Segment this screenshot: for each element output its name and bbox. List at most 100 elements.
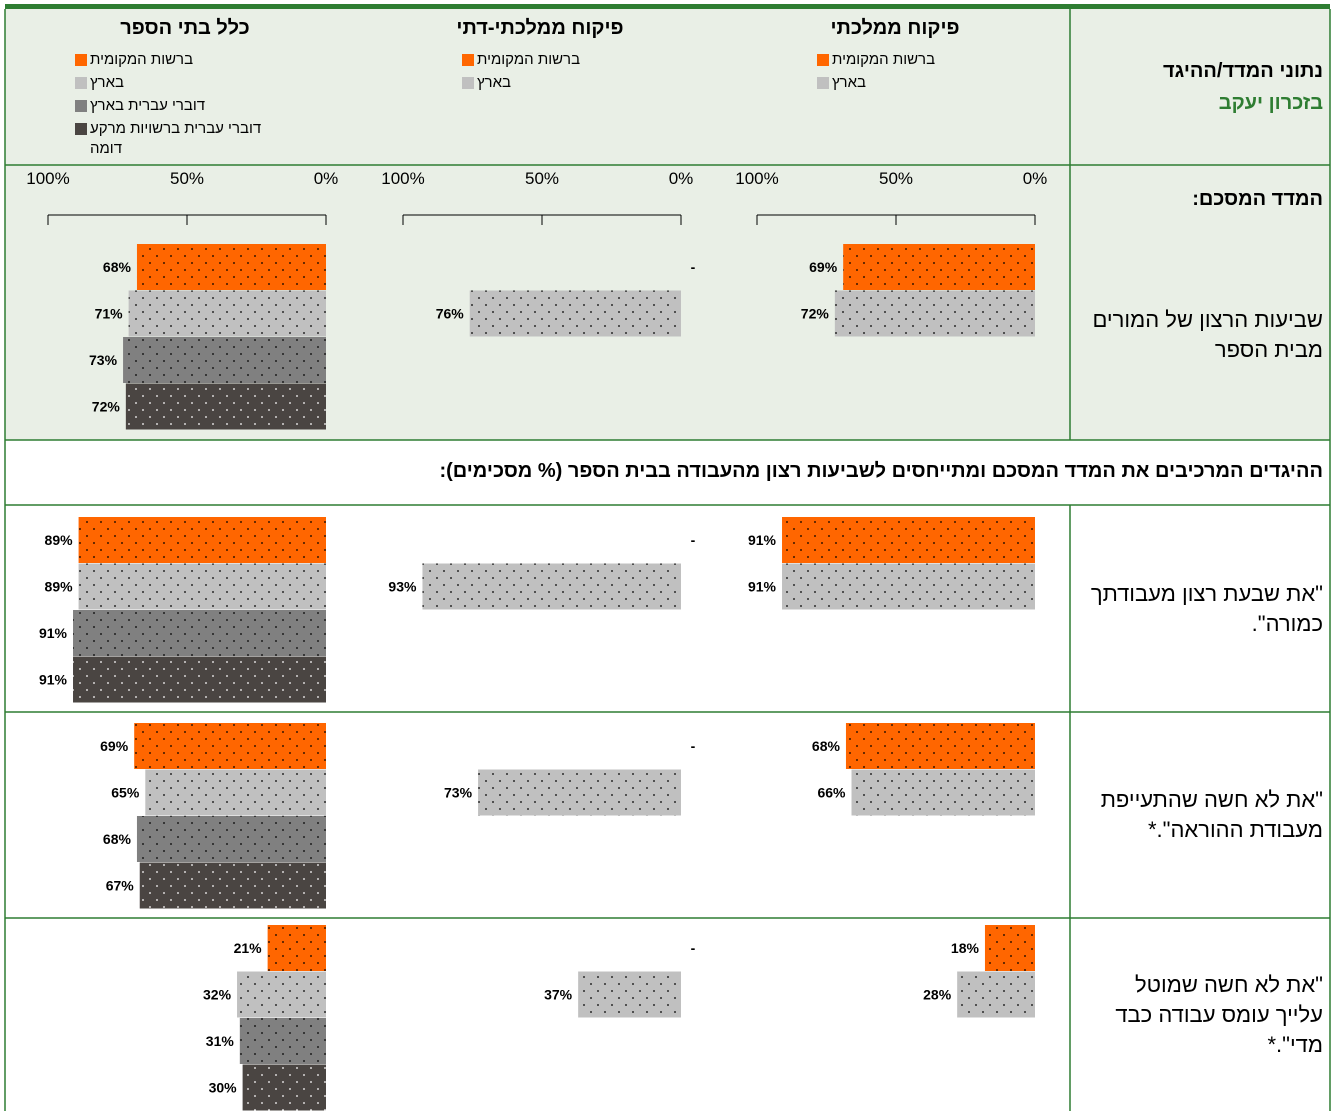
legend-label: בארץ <box>832 74 866 91</box>
bar <box>78 563 326 610</box>
legend-label: ברשות המקומית <box>832 51 936 68</box>
value-label: 31% <box>206 1033 235 1049</box>
bar <box>957 971 1035 1018</box>
bar <box>136 244 326 290</box>
legend-label: ברשות המקומית <box>477 51 581 68</box>
value-label: 28% <box>923 987 952 1003</box>
bar <box>136 816 326 862</box>
legend-item: ברשות המקומית <box>817 50 1017 70</box>
bar <box>125 383 326 430</box>
bar <box>469 290 681 337</box>
header-subtitle: בזכרון יעקב <box>1218 92 1323 114</box>
group-title: כלל בתי הספר <box>120 17 250 39</box>
bar <box>134 723 326 769</box>
bar <box>478 769 681 816</box>
value-label: 91% <box>39 672 68 688</box>
legend-swatch <box>462 77 474 89</box>
bar <box>843 244 1035 290</box>
bar <box>73 610 327 656</box>
value-label: 18% <box>951 940 980 956</box>
legend-item: דוברי עברית בארץ <box>75 96 275 116</box>
bar <box>782 517 1035 563</box>
value-label: 21% <box>234 940 263 956</box>
legend-item: בארץ <box>75 73 275 93</box>
value-label: 66% <box>817 785 846 801</box>
legend-swatch <box>75 123 87 135</box>
bar <box>782 563 1035 610</box>
bar <box>984 925 1035 971</box>
value-label: - <box>691 738 696 754</box>
legend-swatch <box>462 54 474 66</box>
bar <box>851 769 1035 816</box>
axis-tick-label: 50% <box>525 169 559 188</box>
legend-item: בארץ <box>462 73 662 93</box>
legend-item: דוברי עברית ברשויות מרקע דומה <box>75 119 275 159</box>
group-title: פיקוח ממלכתי <box>830 17 959 39</box>
axis-tick-label: 0% <box>669 169 694 188</box>
bar <box>123 337 326 383</box>
row-label: "את לא חשה שמוטל עלייך עומס עבודה כבד מד… <box>1115 971 1323 1057</box>
legend-swatch <box>75 54 87 66</box>
legend-label: בארץ <box>477 74 511 91</box>
axis-tick-label: 0% <box>1023 169 1048 188</box>
value-label: 89% <box>45 532 74 548</box>
value-label: - <box>691 259 696 275</box>
bar <box>145 769 326 816</box>
section-heading: ההיגדים המרכיבים את המדד המסכם ומתייחסים… <box>439 460 1323 482</box>
legend-label: דוברי עברית בארץ <box>90 97 206 114</box>
value-label: - <box>691 940 696 956</box>
legend-label: ברשות המקומית <box>90 51 194 68</box>
legend-swatch <box>817 77 829 89</box>
value-label: 76% <box>436 306 465 322</box>
axis-tick-label: 50% <box>170 169 204 188</box>
value-label: 91% <box>39 625 68 641</box>
axis-tick-label: 100% <box>26 169 69 188</box>
value-label: 71% <box>95 306 124 322</box>
bar <box>139 862 326 909</box>
header-bg <box>5 9 1330 165</box>
value-label: 91% <box>748 532 777 548</box>
legend-item: בארץ <box>817 73 1017 93</box>
value-label: 65% <box>111 785 140 801</box>
bar <box>128 290 326 337</box>
value-label: 32% <box>203 987 232 1003</box>
legend-item: ברשות המקומית <box>462 50 662 70</box>
row-label: "את שבעת רצון מעבודתך כמורה". <box>1090 580 1323 636</box>
bar <box>237 971 326 1018</box>
top-border <box>5 4 1330 9</box>
value-label: 69% <box>100 738 129 754</box>
bar <box>845 723 1035 769</box>
value-label: 91% <box>748 579 777 595</box>
legend-swatch <box>75 77 87 89</box>
legend-label: דוברי עברית ברשויות מרקע דומה <box>90 120 262 157</box>
value-label: 73% <box>444 785 473 801</box>
value-label: 30% <box>209 1080 238 1096</box>
bar <box>73 656 327 703</box>
value-label: 89% <box>45 579 74 595</box>
legend-swatch <box>75 100 87 112</box>
value-label: 73% <box>89 352 118 368</box>
row-label: "את לא חשה שהתעייפת מעבודת ההוראה".* <box>1100 787 1323 842</box>
bar <box>239 1018 326 1064</box>
value-label: 93% <box>388 579 417 595</box>
legend-label: בארץ <box>90 74 124 91</box>
axis-tick-label: 100% <box>735 169 778 188</box>
value-label: 68% <box>103 831 132 847</box>
bar <box>78 517 326 563</box>
axis-tick-label: 0% <box>314 169 339 188</box>
legend-item: ברשות המקומית <box>75 50 275 70</box>
bar <box>578 971 681 1018</box>
row-label: שביעות הרצון של המורים מבית הספר <box>1092 307 1323 362</box>
bar <box>242 1064 326 1111</box>
value-label: 72% <box>801 306 830 322</box>
row-heading: המדד המסכם: <box>1192 188 1323 210</box>
bar <box>834 290 1035 337</box>
axis-tick-label: 100% <box>381 169 424 188</box>
axis-tick-label: 50% <box>879 169 913 188</box>
value-label: - <box>691 532 696 548</box>
value-label: 37% <box>544 987 573 1003</box>
value-label: 68% <box>103 259 132 275</box>
value-label: 67% <box>106 878 135 894</box>
